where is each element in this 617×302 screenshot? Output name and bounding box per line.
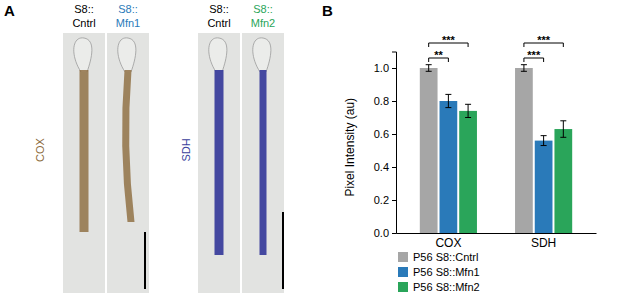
x-tick-label: COX bbox=[435, 236, 461, 250]
y-tick-label: 0.8 bbox=[374, 95, 389, 107]
micrograph-background bbox=[242, 33, 284, 293]
panel-a: S8::Cntrl S8::Mfn1 S8::Cntrl S8::Mfn2COX SDH bbox=[34, 3, 284, 293]
y-tick: 0.0 bbox=[374, 227, 396, 239]
y-axis: 0.0 0.2 0.4 0.6 0.8 1.0 bbox=[374, 52, 397, 239]
genotype: Cntrl bbox=[207, 17, 230, 29]
error-bar bbox=[465, 104, 471, 117]
y-tick: 0.8 bbox=[374, 95, 396, 107]
y-tick-mark bbox=[392, 101, 396, 102]
legend-label: P56 S8::Mfn2 bbox=[413, 281, 480, 293]
bar bbox=[554, 129, 572, 233]
stain-label: SDH bbox=[180, 138, 192, 161]
legend-swatch bbox=[398, 282, 408, 292]
genotype: Mfn1 bbox=[116, 17, 140, 29]
tendon-outline bbox=[118, 38, 136, 72]
y-tick-label: 1.0 bbox=[374, 62, 389, 74]
muscle-fiber bbox=[260, 70, 267, 255]
y-axis-title: Pixel Intensity (au) bbox=[343, 98, 357, 197]
scale-bar bbox=[144, 232, 146, 289]
panel-label: A bbox=[4, 2, 15, 19]
y-tick-mark bbox=[392, 134, 396, 135]
x-axis: COX SDH bbox=[397, 233, 597, 250]
error-bar bbox=[445, 94, 451, 107]
significance-label: *** bbox=[527, 49, 541, 61]
genotype: Cntrl bbox=[72, 17, 95, 29]
tendon-outline bbox=[253, 38, 271, 72]
x-tick-label: SDH bbox=[531, 236, 556, 250]
significance-label: *** bbox=[442, 34, 456, 46]
y-tick: 0.6 bbox=[374, 128, 396, 140]
y-axis-line bbox=[392, 52, 397, 234]
y-tick-label: 0.4 bbox=[374, 161, 389, 173]
y-tick-mark bbox=[392, 233, 396, 234]
bar bbox=[535, 141, 553, 233]
y-tick: 0.2 bbox=[374, 194, 396, 206]
error-bar bbox=[521, 65, 527, 72]
panel-label: B bbox=[322, 2, 333, 19]
tendon-outline bbox=[74, 38, 92, 72]
y-tick: 0.4 bbox=[374, 161, 396, 173]
y-tick-label: 0.0 bbox=[374, 227, 389, 239]
bar bbox=[515, 68, 533, 233]
scale-bar bbox=[282, 212, 284, 289]
muscle-fiber bbox=[122, 70, 134, 222]
bar bbox=[459, 111, 477, 233]
y-tick-mark bbox=[392, 68, 396, 69]
micrograph-background bbox=[63, 33, 105, 293]
genotype-prefix: S8:: bbox=[253, 3, 273, 15]
significance-label: *** bbox=[537, 34, 551, 46]
y-tick-label: 0.6 bbox=[374, 128, 389, 140]
genotype-prefix: S8:: bbox=[118, 3, 138, 15]
figure: ABS8::CntrlS8::Mfn1S8::CntrlS8::Mfn2COXS… bbox=[0, 0, 617, 302]
legend-label: P56 S8::Mfn1 bbox=[413, 266, 480, 278]
muscle-fiber bbox=[80, 70, 89, 232]
y-tick-label: 0.2 bbox=[374, 194, 389, 206]
error-bar bbox=[560, 121, 566, 138]
legend: P56 S8::CntrlP56 S8::Mfn1P56 S8::Mfn2 bbox=[398, 251, 480, 293]
y-tick-mark bbox=[392, 167, 396, 168]
muscle-fiber bbox=[215, 70, 224, 255]
x-tick: COX bbox=[435, 233, 461, 250]
bar bbox=[440, 101, 458, 233]
legend-swatch bbox=[398, 267, 408, 277]
stain-label: COX bbox=[34, 137, 46, 162]
genotype: Mfn2 bbox=[251, 17, 275, 29]
significance-label: ** bbox=[434, 49, 443, 61]
bar bbox=[420, 68, 438, 233]
plot-area bbox=[420, 65, 572, 233]
y-tick-mark bbox=[392, 200, 396, 201]
genotype-prefix: S8:: bbox=[74, 3, 94, 15]
x-tick: SDH bbox=[531, 233, 556, 250]
genotype-prefix: S8:: bbox=[209, 3, 229, 15]
legend-swatch bbox=[398, 252, 408, 262]
y-tick: 1.0 bbox=[374, 62, 396, 74]
tendon-outline bbox=[209, 38, 227, 72]
x-axis-line bbox=[397, 233, 597, 234]
panel-b: 0.0 0.2 0.4 0.6 0.8 1.0 COX SDH Pixel Intensity … bbox=[343, 34, 597, 293]
error-bar bbox=[426, 65, 432, 72]
micrograph-background bbox=[107, 33, 149, 293]
error-bar bbox=[541, 136, 547, 146]
legend-label: P56 S8::Cntrl bbox=[413, 251, 478, 263]
micrograph-background bbox=[198, 33, 240, 293]
